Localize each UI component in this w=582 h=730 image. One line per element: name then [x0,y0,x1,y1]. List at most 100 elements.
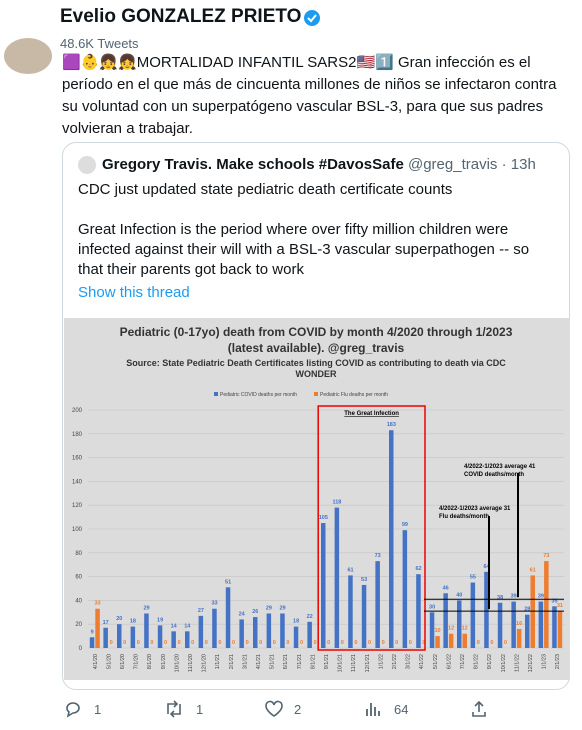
x-tick-label: 4/1/20 [93,654,99,669]
y-tick-label: 40 [75,598,82,604]
x-tick-label: 10/1/21 [338,654,344,672]
value-label: 53 [361,577,367,583]
bar [470,582,476,648]
retweet-count: 1 [196,702,204,717]
bar [544,561,549,648]
value-label: 20 [116,616,122,622]
bar [185,631,190,648]
bar [95,608,100,648]
value-label: 19 [157,617,163,623]
bar [157,625,163,648]
y-tick-label: 60 [75,575,82,581]
x-tick-label: 5/1/22 [433,654,439,669]
value-label: 0 [368,640,371,646]
x-tick-label: 10/1/20 [174,654,180,672]
average-label: 4/2022-1/2023 average 31 Flu deaths/month [439,506,511,520]
reply-icon[interactable] [64,700,82,718]
value-label: 12 [448,626,454,632]
views-icon[interactable] [364,700,382,718]
value-label: 0 [477,640,480,646]
bar [497,602,503,648]
value-label: 0 [191,640,194,646]
show-thread-link[interactable]: Show this thread [78,284,190,301]
x-tick-label: 4/1/21 [256,654,262,669]
x-tick-label: 11/1/20 [188,654,194,672]
value-label: 0 [178,640,181,646]
bar [334,507,340,648]
value-label: 27 [198,608,204,614]
bar [484,571,489,648]
value-label: 0 [354,640,357,646]
value-label: 39 [538,594,544,600]
tweet-count: 48.6K Tweets [60,36,139,51]
bar [457,600,462,648]
bar [435,636,440,648]
y-tick-label: 160 [72,456,83,462]
value-label: 29 [279,605,285,611]
highlight-label: The Great Infection [344,411,399,417]
share-icon[interactable] [470,700,488,718]
legend-swatch [214,392,218,396]
value-label: 31 [557,603,563,609]
bar [361,584,367,648]
value-label: 64 [483,564,490,570]
user-name[interactable]: Evelio GONZALEZ PRIETO [60,6,302,27]
bar [225,587,231,648]
value-label: 0 [286,640,289,646]
retweet-icon[interactable] [164,700,184,718]
value-label: 73 [375,553,381,559]
y-tick-label: 180 [72,432,83,438]
value-label: 30 [429,604,435,610]
bar [293,626,299,648]
x-tick-label: 3/1/22 [406,654,412,669]
bar [117,624,122,648]
quote-handle: @greg_travis [407,156,498,173]
bar [389,430,394,648]
y-tick-label: 100 [72,527,83,533]
bar [525,614,530,648]
x-tick-label: 8/1/22 [474,654,480,669]
action-bar: 1 1 2 64 [60,700,560,720]
bar [530,575,535,648]
bar [538,601,544,648]
value-label: 0 [273,640,276,646]
bar [280,613,285,648]
value-label: 0 [504,640,507,646]
x-tick-label: 8/1/20 [147,654,153,669]
value-label: 35 [551,598,557,604]
value-label: 0 [137,640,140,646]
value-label: 28 [524,607,530,613]
value-label: 10 [434,628,440,634]
avatar[interactable] [4,38,52,74]
views-count: 64 [394,702,409,717]
average-label: 4/2022-1/2023 average 41 COVID deaths/mon… [464,464,536,478]
x-tick-label: 6/1/21 [283,654,289,669]
value-label: 9 [91,629,94,635]
quote-text: CDC just updated state pediatric death c… [78,181,453,198]
bar [557,611,563,648]
value-label: 0 [150,640,153,646]
legend-label: Pediatric Flu deaths per month [320,392,388,398]
like-count: 2 [294,702,302,717]
value-label: 33 [94,601,100,607]
value-label: 0 [246,640,249,646]
x-tick-label: 11/1/22 [514,654,520,672]
x-tick-label: 4/1/22 [419,654,425,669]
value-label: 29 [266,605,272,611]
value-label: 0 [259,640,262,646]
value-label: 40 [456,592,462,598]
value-label: 62 [415,566,421,572]
value-label: 0 [123,640,126,646]
value-label: 24 [239,611,246,617]
like-icon[interactable] [264,700,284,718]
x-tick-label: 5/1/20 [106,654,112,669]
y-tick-label: 20 [75,622,82,628]
x-tick-label: 6/1/20 [120,654,126,669]
value-label: 17 [103,620,109,626]
value-label: 0 [110,640,113,646]
value-label: 38 [497,595,503,601]
bar [130,626,136,648]
value-label: 26 [252,609,258,615]
y-tick-label: 140 [72,479,83,485]
